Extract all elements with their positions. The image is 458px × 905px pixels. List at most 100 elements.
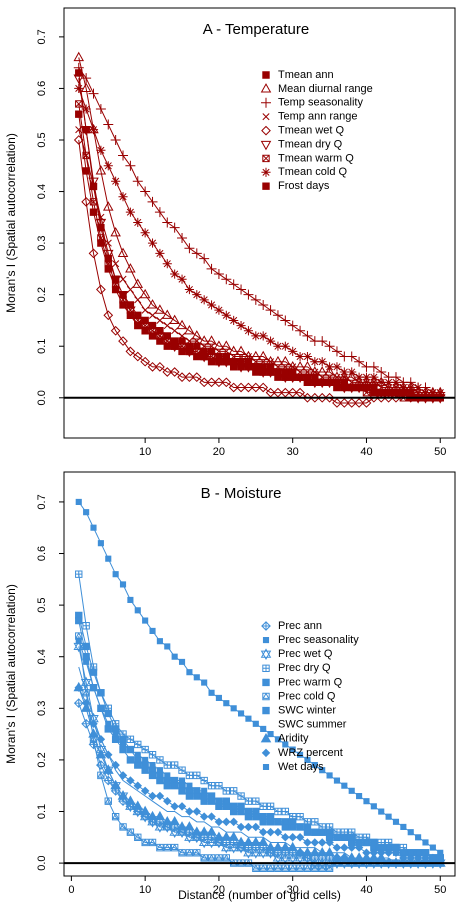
data-point bbox=[111, 760, 120, 770]
data-point bbox=[326, 834, 333, 841]
data-point bbox=[222, 817, 231, 827]
data-point bbox=[117, 790, 129, 800]
data-point bbox=[75, 498, 82, 505]
data-point bbox=[200, 776, 208, 785]
data-point bbox=[236, 321, 246, 331]
data-point bbox=[75, 100, 83, 108]
data-point bbox=[184, 284, 194, 295]
data-point bbox=[368, 361, 379, 372]
data-point bbox=[236, 284, 247, 295]
data-point bbox=[134, 751, 141, 758]
data-point bbox=[221, 841, 232, 854]
data-point bbox=[302, 846, 313, 857]
legend-marker bbox=[260, 648, 272, 661]
data-point bbox=[252, 720, 259, 727]
data-point bbox=[346, 351, 357, 362]
data-point bbox=[186, 669, 193, 676]
data-point bbox=[134, 761, 142, 769]
data-point bbox=[295, 351, 305, 362]
data-point bbox=[267, 731, 274, 738]
series-line bbox=[78, 646, 441, 864]
data-point bbox=[331, 346, 342, 357]
data-point bbox=[89, 182, 98, 191]
data-point bbox=[199, 377, 210, 388]
legend-label: WRZ percent bbox=[278, 747, 343, 759]
data-point bbox=[162, 259, 172, 269]
data-point bbox=[201, 679, 208, 686]
data-point bbox=[147, 810, 158, 821]
data-point bbox=[244, 797, 253, 805]
data-point bbox=[368, 852, 380, 862]
data-point bbox=[356, 839, 363, 846]
data-point bbox=[75, 632, 83, 640]
data-point bbox=[163, 761, 171, 769]
data-point bbox=[341, 834, 348, 841]
data-point bbox=[111, 176, 121, 186]
data-point bbox=[215, 853, 223, 862]
data-point bbox=[221, 310, 231, 320]
data-point bbox=[81, 196, 91, 207]
data-point bbox=[244, 822, 253, 832]
data-point bbox=[297, 751, 304, 758]
data-point bbox=[260, 813, 267, 820]
data-point bbox=[96, 284, 106, 295]
data-point bbox=[235, 345, 247, 355]
data-point bbox=[281, 833, 290, 842]
data-point bbox=[429, 844, 436, 851]
data-point bbox=[104, 750, 113, 759]
data-point bbox=[118, 150, 129, 161]
legend-marker bbox=[261, 97, 271, 108]
data-point bbox=[207, 782, 216, 790]
data-point bbox=[304, 756, 311, 763]
data-point bbox=[169, 314, 180, 325]
y-axis-title: Moran's I (Spatial autocorrelation) bbox=[4, 584, 18, 764]
data-point bbox=[274, 368, 282, 376]
data-point bbox=[90, 524, 97, 531]
data-point bbox=[198, 836, 210, 849]
data-point bbox=[215, 798, 222, 805]
data-point bbox=[149, 627, 156, 634]
data-point bbox=[361, 372, 372, 382]
data-point bbox=[119, 290, 127, 299]
data-point bbox=[82, 125, 90, 134]
data-point bbox=[208, 689, 215, 696]
data-point bbox=[207, 347, 216, 356]
data-point bbox=[274, 807, 282, 816]
data-point bbox=[376, 377, 386, 387]
data-point bbox=[221, 377, 232, 388]
data-point bbox=[385, 844, 392, 851]
data-point bbox=[185, 807, 194, 816]
data-point bbox=[97, 689, 105, 697]
data-point bbox=[119, 275, 127, 283]
data-point bbox=[163, 332, 171, 340]
data-point bbox=[369, 372, 379, 382]
data-point bbox=[184, 324, 195, 335]
data-point bbox=[280, 852, 291, 864]
data-point bbox=[88, 728, 99, 738]
data-point bbox=[97, 540, 104, 547]
data-point bbox=[163, 322, 171, 330]
data-point bbox=[289, 746, 296, 753]
data-point bbox=[317, 838, 327, 847]
data-point bbox=[347, 367, 357, 377]
data-point bbox=[171, 653, 178, 660]
data-point bbox=[237, 357, 245, 366]
y-tick-label: 0.2 bbox=[36, 287, 48, 302]
data-point bbox=[184, 243, 195, 254]
data-point bbox=[257, 846, 269, 859]
data-point bbox=[266, 802, 275, 811]
data-point bbox=[154, 810, 166, 821]
data-point bbox=[206, 836, 217, 849]
data-point bbox=[198, 826, 210, 836]
data-point bbox=[140, 228, 150, 238]
data-point bbox=[198, 335, 210, 345]
data-point bbox=[354, 356, 365, 367]
data-point bbox=[133, 781, 143, 790]
data-point bbox=[81, 73, 92, 84]
data-point bbox=[104, 254, 112, 263]
data-point bbox=[95, 165, 107, 175]
data-point bbox=[134, 311, 142, 319]
legend-label: Tmean warm Q bbox=[278, 152, 354, 164]
y-tick-label: 0.5 bbox=[36, 597, 48, 612]
legend-marker bbox=[260, 732, 272, 743]
